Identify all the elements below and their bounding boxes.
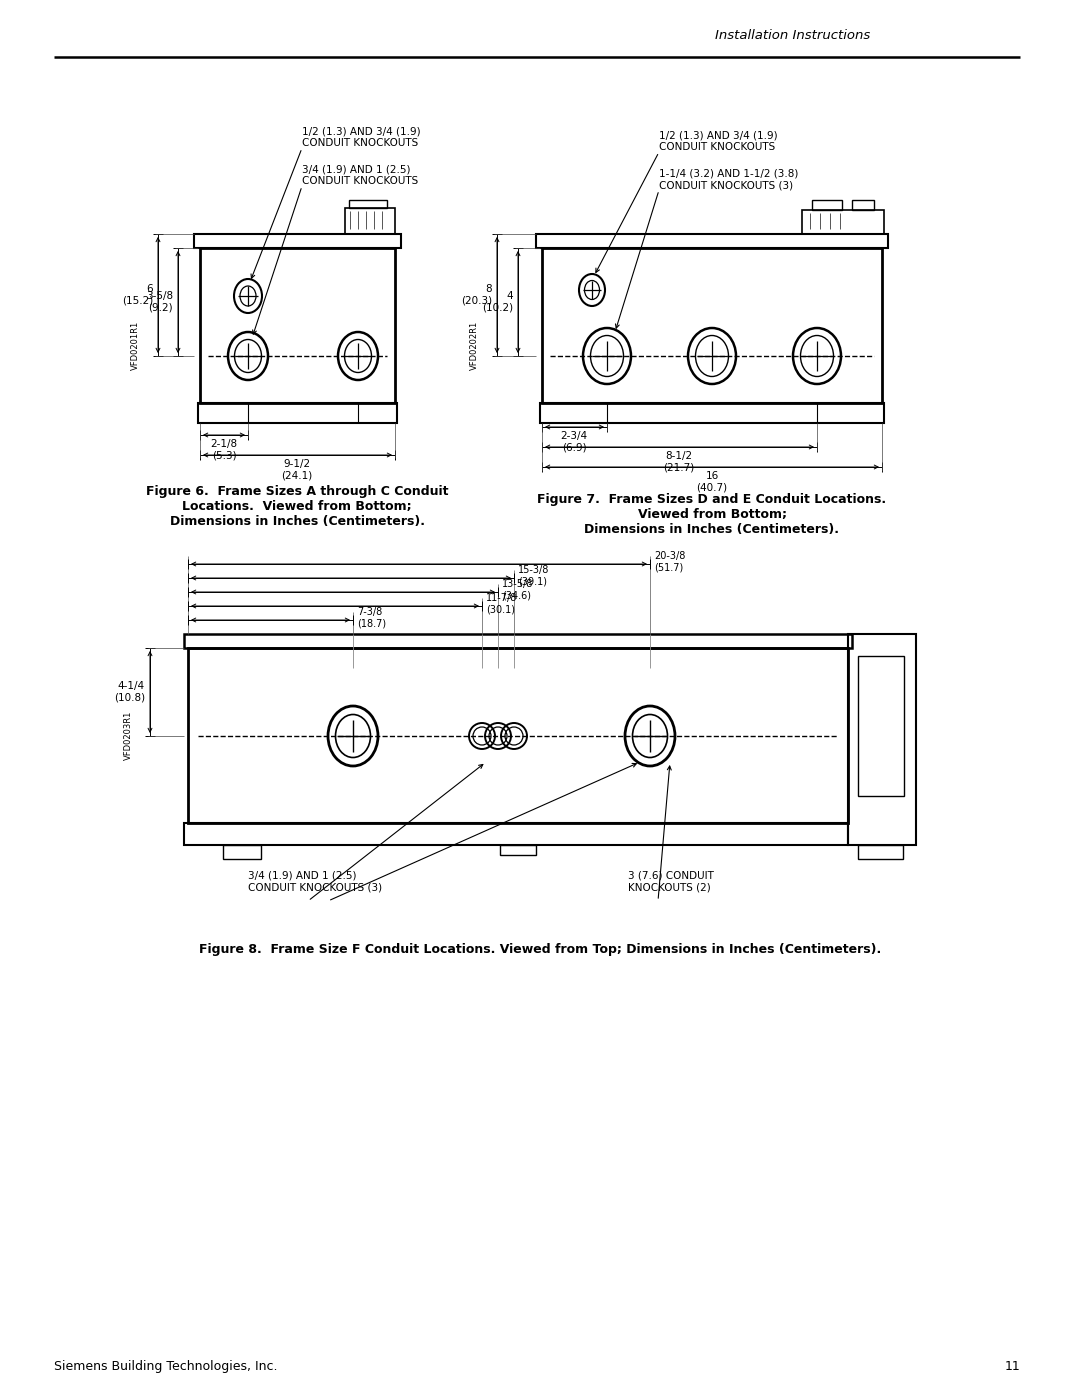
- Text: 8
(20.3): 8 (20.3): [461, 284, 492, 306]
- Text: 3/4 (1.9) AND 1 (2.5)
CONDUIT KNOCKOUTS: 3/4 (1.9) AND 1 (2.5) CONDUIT KNOCKOUTS: [302, 165, 418, 186]
- Text: 13-5/8
(34.6): 13-5/8 (34.6): [502, 580, 534, 601]
- Text: 20-3/8
(51.7): 20-3/8 (51.7): [654, 552, 686, 573]
- Bar: [349, 200, 387, 208]
- Text: 6
(15.2): 6 (15.2): [122, 284, 153, 306]
- Bar: [184, 634, 852, 648]
- Text: 8-1/2
(21.7): 8-1/2 (21.7): [663, 451, 694, 472]
- Bar: [542, 249, 882, 402]
- Text: VFD0201R1: VFD0201R1: [131, 320, 139, 370]
- Bar: [200, 249, 395, 402]
- Text: 11: 11: [1004, 1361, 1020, 1373]
- Text: VFD0202R1: VFD0202R1: [470, 320, 478, 370]
- Bar: [198, 402, 397, 423]
- Bar: [500, 845, 536, 855]
- Text: 4-1/4
(10.8): 4-1/4 (10.8): [113, 682, 145, 703]
- Text: Siemens Building Technologies, Inc.: Siemens Building Technologies, Inc.: [54, 1361, 278, 1373]
- Text: 7-3/8
(18.7): 7-3/8 (18.7): [357, 608, 387, 629]
- Text: 16
(40.7): 16 (40.7): [697, 471, 728, 493]
- Bar: [858, 657, 904, 796]
- Text: Figure 8.  Frame Size F Conduit Locations. Viewed from Top; Dimensions in Inches: Figure 8. Frame Size F Conduit Locations…: [199, 943, 881, 956]
- Bar: [222, 845, 261, 859]
- Text: 4
(10.2): 4 (10.2): [482, 291, 513, 313]
- Bar: [194, 235, 401, 249]
- Text: 2-1/8
(5.3): 2-1/8 (5.3): [211, 439, 238, 461]
- Bar: [852, 200, 874, 210]
- Text: 1-1/4 (3.2) AND 1-1/2 (3.8)
CONDUIT KNOCKOUTS (3): 1-1/4 (3.2) AND 1-1/2 (3.8) CONDUIT KNOC…: [659, 169, 798, 190]
- Bar: [188, 648, 848, 823]
- Text: 3 (7.6) CONDUIT
KNOCKOUTS (2): 3 (7.6) CONDUIT KNOCKOUTS (2): [627, 870, 714, 893]
- Text: 3-5/8
(9.2): 3-5/8 (9.2): [146, 291, 173, 313]
- Bar: [802, 210, 885, 235]
- Text: 1/2 (1.3) AND 3/4 (1.9)
CONDUIT KNOCKOUTS: 1/2 (1.3) AND 3/4 (1.9) CONDUIT KNOCKOUT…: [659, 130, 778, 152]
- Text: Figure 7.  Frame Sizes D and E Conduit Locations.
Viewed from Bottom;
Dimensions: Figure 7. Frame Sizes D and E Conduit Lo…: [538, 493, 887, 536]
- Text: 15-3/8
(39.1): 15-3/8 (39.1): [518, 566, 550, 587]
- Text: 9-1/2
(24.1): 9-1/2 (24.1): [282, 460, 312, 481]
- Bar: [848, 634, 916, 845]
- Bar: [536, 235, 888, 249]
- Text: VFD0203R1: VFD0203R1: [123, 710, 133, 760]
- Bar: [345, 208, 395, 235]
- Text: 1/2 (1.3) AND 3/4 (1.9)
CONDUIT KNOCKOUTS: 1/2 (1.3) AND 3/4 (1.9) CONDUIT KNOCKOUT…: [302, 126, 420, 148]
- Bar: [540, 402, 885, 423]
- Bar: [184, 823, 848, 845]
- Text: Installation Instructions: Installation Instructions: [715, 29, 870, 42]
- Text: 2-3/4
(6.9): 2-3/4 (6.9): [561, 432, 588, 453]
- Text: Figure 6.  Frame Sizes A through C Conduit
Locations.  Viewed from Bottom;
Dimen: Figure 6. Frame Sizes A through C Condui…: [146, 485, 448, 528]
- Text: 3/4 (1.9) AND 1 (2.5)
CONDUIT KNOCKOUTS (3): 3/4 (1.9) AND 1 (2.5) CONDUIT KNOCKOUTS …: [248, 870, 382, 893]
- Text: 11-7/8
(30.1): 11-7/8 (30.1): [486, 594, 517, 615]
- Bar: [812, 200, 842, 210]
- Bar: [858, 845, 903, 859]
